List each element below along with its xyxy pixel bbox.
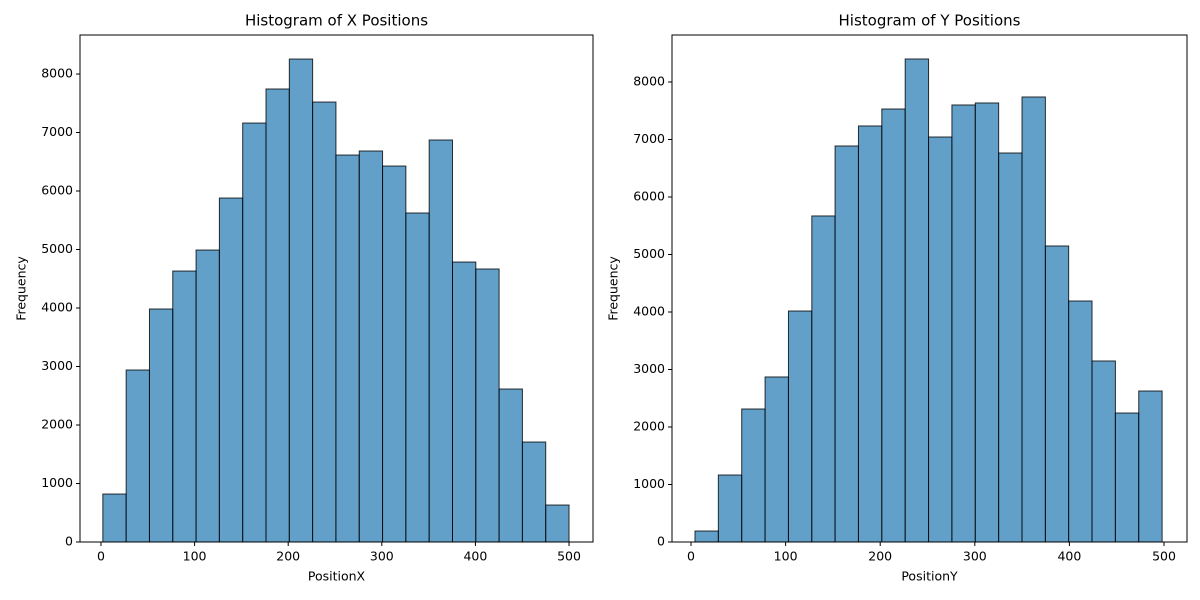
bar — [717, 474, 743, 543]
bar — [787, 310, 813, 543]
x-tick-label: 100 — [183, 549, 207, 564]
axes-frame — [79, 34, 594, 543]
bar — [998, 152, 1023, 543]
y-tick-label: 5000 — [633, 246, 665, 261]
bar — [1114, 412, 1140, 543]
bar — [904, 58, 930, 543]
x-tick-label: 100 — [774, 549, 798, 564]
y-tick-label: 0 — [657, 534, 665, 549]
bar — [741, 408, 766, 543]
axes-frame — [671, 34, 1188, 543]
bar — [545, 504, 570, 543]
bar — [1021, 96, 1046, 543]
chart-title: Histogram of Y Positions — [839, 12, 1021, 30]
bar — [312, 101, 337, 543]
bar — [928, 136, 953, 543]
bar — [834, 145, 859, 543]
bar — [881, 108, 906, 543]
bar — [811, 215, 836, 543]
bar — [764, 376, 789, 543]
x-tick-label: 400 — [1057, 549, 1081, 564]
y-tick-label: 1000 — [633, 476, 665, 491]
bar — [498, 388, 523, 543]
y-axis-label: Frequency — [14, 256, 29, 321]
bar — [242, 122, 267, 543]
bar — [1091, 360, 1116, 543]
y-tick-label: 7000 — [41, 124, 73, 139]
y-tick-label: 8000 — [633, 73, 665, 88]
bar — [405, 212, 430, 543]
bar — [125, 369, 150, 543]
x-tick-label: 500 — [557, 549, 581, 564]
bar — [694, 530, 719, 543]
y-tick-label: 2000 — [633, 418, 665, 433]
x-tick-label: 0 — [687, 549, 695, 564]
bar — [102, 493, 127, 543]
y-tick-label: 3000 — [633, 361, 665, 376]
bar — [172, 270, 197, 543]
y-tick-label: 8000 — [41, 66, 73, 81]
x-tick-label: 200 — [276, 549, 300, 564]
chart-title: Histogram of X Positions — [245, 12, 428, 30]
y-tick-label: 4000 — [41, 300, 73, 315]
bar — [475, 268, 500, 543]
x-axis-label: PositionX — [308, 569, 366, 584]
y-tick-label: 6000 — [41, 183, 73, 198]
x-tick-label: 500 — [1152, 549, 1176, 564]
bar — [1068, 300, 1093, 543]
x-tick-label: 200 — [868, 549, 892, 564]
bar — [1138, 390, 1163, 543]
bar — [195, 249, 220, 543]
bar — [451, 261, 477, 543]
bar — [358, 150, 384, 543]
bar — [288, 58, 314, 543]
y-tick-label: 0 — [65, 534, 73, 549]
bar — [218, 197, 244, 543]
x-tick-label: 0 — [97, 549, 105, 564]
bar — [951, 104, 976, 543]
y-tick-label: 7000 — [633, 131, 665, 146]
y-tick-label: 6000 — [633, 188, 665, 203]
x-tick-label: 300 — [963, 549, 987, 564]
y-tick-label: 1000 — [41, 475, 73, 490]
bar — [382, 165, 407, 543]
bar — [428, 139, 453, 543]
x-tick-label: 400 — [463, 549, 487, 564]
bar — [1044, 245, 1070, 543]
bar — [265, 88, 290, 543]
bar — [148, 308, 174, 543]
bar — [974, 102, 1000, 543]
y-tick-label: 4000 — [633, 303, 665, 318]
y-axis-label: Frequency — [606, 256, 621, 321]
x-tick-label: 300 — [370, 549, 394, 564]
y-tick-label: 5000 — [41, 241, 73, 256]
y-tick-label: 2000 — [41, 417, 73, 432]
y-tick-label: 3000 — [41, 358, 73, 373]
bar — [335, 154, 360, 543]
bar — [857, 125, 883, 543]
x-axis-label: PositionY — [901, 569, 958, 584]
bar — [521, 441, 547, 543]
